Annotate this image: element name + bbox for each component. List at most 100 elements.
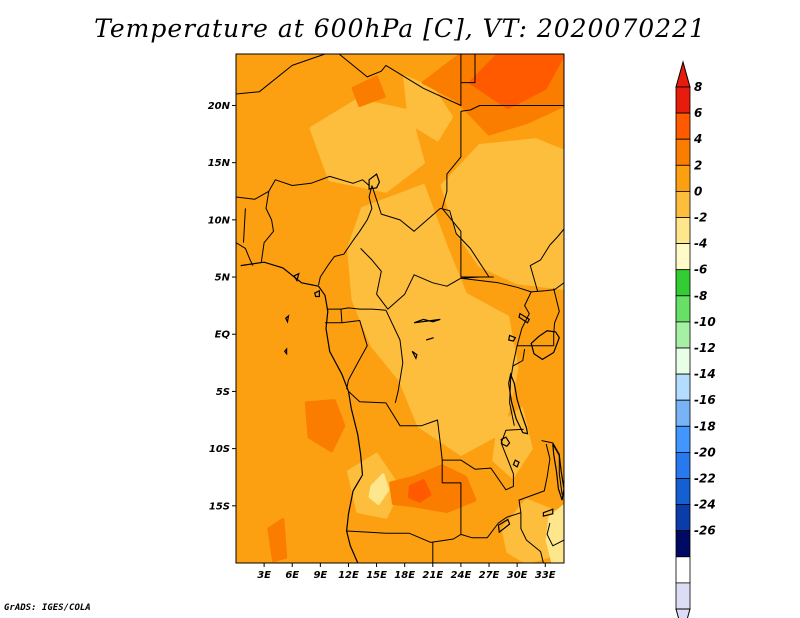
- country-border-13: [341, 320, 368, 390]
- colorbar-segment-7: [675, 269, 691, 297]
- x-tick-label-3E: 3E: [257, 570, 271, 581]
- colorbar-label--14: -14: [694, 367, 716, 381]
- country-border-11: [326, 307, 386, 311]
- lake-outline-10: [293, 272, 300, 282]
- x-tick-label-33E: 33E: [535, 570, 556, 581]
- country-border-27: [520, 512, 544, 563]
- lake-outline-0: [530, 330, 560, 361]
- colorbar-label-8: 8: [694, 80, 702, 94]
- country-border-21: [348, 391, 524, 491]
- lake-outline-4: [508, 334, 517, 342]
- country-border-6: [236, 242, 254, 266]
- y-tick-label-5S: 5S: [216, 387, 230, 398]
- colorbar-segment-5: [675, 217, 691, 245]
- colorbar-segment-12: [675, 399, 691, 427]
- lake-outline-14: [413, 318, 441, 324]
- country-border-3: [460, 54, 476, 84]
- colorbar-segment-10: [675, 347, 691, 375]
- colorbar-segment-8: [675, 295, 691, 323]
- lake-outline-8: [542, 508, 554, 517]
- colorbar-label--20: -20: [694, 445, 716, 459]
- colorbar-segment-0: [675, 86, 691, 114]
- y-axis: 20N 15N 10N 5N EQ 5S 10S 15S: [208, 101, 236, 512]
- temperature-field: [236, 54, 564, 563]
- colorbar-label--16: -16: [694, 393, 716, 407]
- colorbar-label--6: -6: [694, 263, 707, 277]
- lake-outline-16: [411, 350, 418, 360]
- y-tick-label-10N: 10N: [208, 215, 231, 226]
- country-border-24: [460, 512, 522, 539]
- colorbar-segment-17: [675, 530, 691, 558]
- y-tick-label-15S: 15S: [209, 501, 230, 512]
- colorbar: 8 6 4 2 0 -2 -4 -6 -8 -10 -12 -14 -16 -18 -20 -22 -24 -26: [675, 60, 716, 618]
- colorbar-label--2: -2: [694, 211, 707, 225]
- colorbar-segment-19: [675, 582, 691, 610]
- country-border-7: [243, 208, 246, 243]
- colorbar-label--26: -26: [694, 524, 716, 538]
- y-tick-label-5N: 5N: [215, 273, 231, 284]
- colorbar-segment-15: [675, 478, 691, 506]
- colorbar-label-2: 2: [694, 158, 702, 172]
- colorbar-bottom-arrow: [675, 608, 691, 618]
- temperature-region-14: [468, 54, 564, 110]
- lake-outline-11: [284, 314, 290, 324]
- colorbar-label--4: -4: [694, 237, 707, 251]
- lake-outline-3: [518, 312, 531, 324]
- colorbar-label--8: -8: [694, 289, 707, 303]
- lake-outline-1: [508, 372, 529, 435]
- lake-outline-12: [283, 347, 288, 356]
- chart-title: Temperature at 600hPa [C], VT: 202007022…: [94, 14, 706, 43]
- grads-credit: GrADS: IGES/COLA: [4, 603, 91, 613]
- x-tick-label-30E: 30E: [507, 570, 528, 581]
- colorbar-label--24: -24: [694, 498, 716, 512]
- colorbar-segment-1: [675, 112, 691, 140]
- country-border-14: [385, 309, 404, 404]
- colorbar-label--12: -12: [694, 341, 716, 355]
- country-border-9: [360, 185, 490, 310]
- temperature-region-12: [267, 518, 288, 563]
- country-border-8: [318, 185, 373, 286]
- x-tick-label-21E: 21E: [422, 570, 443, 581]
- lake-outline-6: [512, 459, 520, 468]
- colorbar-segment-16: [675, 504, 691, 532]
- colorbar-segment-13: [675, 425, 691, 453]
- country-border-28: [546, 522, 564, 547]
- colorbar-segment-14: [675, 451, 691, 479]
- lake-outline-9: [368, 173, 381, 190]
- colorbar-label-0: 0: [694, 184, 702, 198]
- x-tick-label-18E: 18E: [394, 570, 415, 581]
- colorbar-segment-9: [675, 321, 691, 349]
- map-boundaries: [236, 54, 564, 563]
- lake-outline-15: [426, 337, 434, 341]
- country-border-29: [529, 228, 564, 293]
- x-axis: 3E 6E 9E 12E 15E 18E 21E 24E 27E 30E 33E: [257, 563, 556, 581]
- x-tick-label-15E: 15E: [366, 570, 387, 581]
- colorbar-segment-18: [675, 556, 691, 584]
- y-tick-label-20N: 20N: [208, 101, 231, 112]
- temperature-region-6: [492, 407, 533, 479]
- country-border-19: [512, 349, 526, 367]
- coastline: [240, 261, 364, 563]
- country-border-5: [260, 191, 274, 263]
- colorbar-segment-3: [675, 164, 691, 192]
- x-tick-label-9E: 9E: [313, 570, 327, 581]
- x-tick-label-27E: 27E: [479, 570, 500, 581]
- x-tick-label-6E: 6E: [285, 570, 299, 581]
- country-border-10: [441, 208, 494, 278]
- colorbar-segment-2: [675, 138, 691, 166]
- y-tick-label-15N: 15N: [208, 158, 231, 169]
- country-border-4: [236, 175, 370, 200]
- temperature-region-7: [368, 473, 390, 505]
- x-tick-label-12E: 12E: [338, 570, 359, 581]
- country-border-17: [553, 288, 560, 346]
- temperature-region-13: [351, 75, 386, 107]
- plot-frame: [235, 53, 565, 564]
- country-border-0: [236, 54, 326, 95]
- colorbar-segment-6: [675, 243, 691, 271]
- country-border-22: [346, 460, 462, 543]
- lake-outline-13: [313, 289, 320, 298]
- lake-outline-5: [500, 436, 511, 448]
- colorbar-label-6: 6: [694, 106, 702, 120]
- colorbar-label--18: -18: [694, 419, 716, 433]
